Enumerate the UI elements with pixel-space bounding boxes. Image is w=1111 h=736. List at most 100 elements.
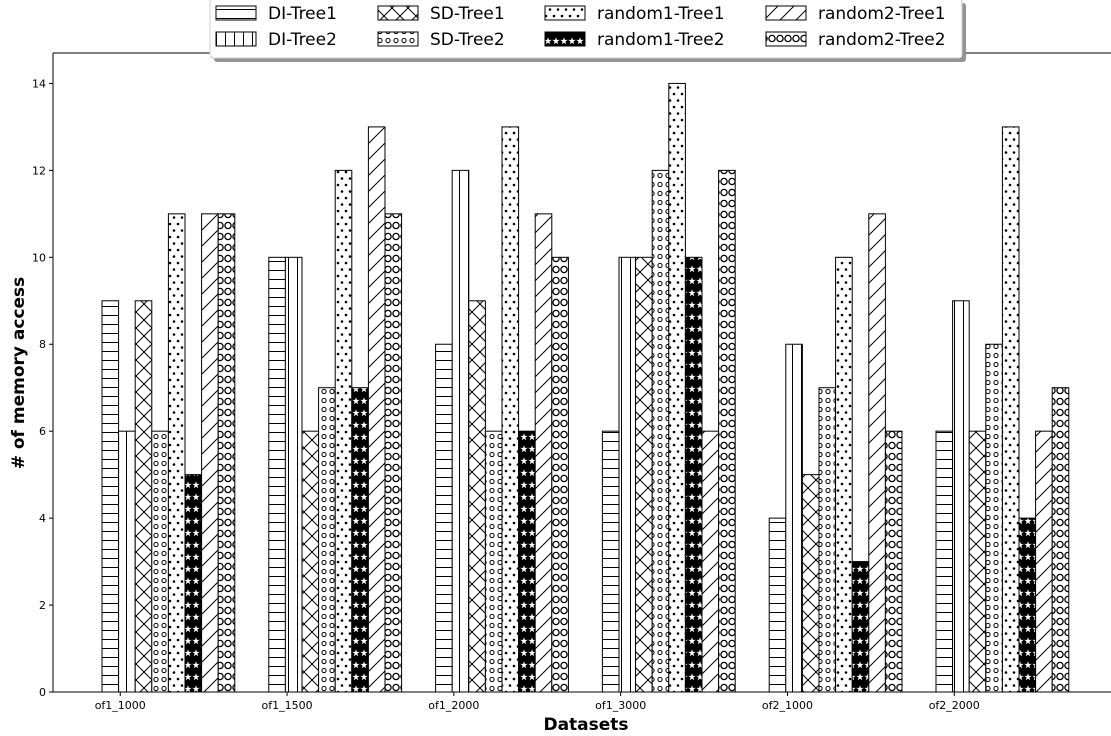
bar-DI-Tree1-of1_3000: [601, 430, 620, 693]
bar-DI-Tree2-of1_1000: [118, 430, 136, 693]
bar-random1-Tree2-of2_2000: [1018, 517, 1037, 693]
bar-random2-Tree2-of1_1500: [384, 213, 403, 693]
legend-label: random1-Tree2: [597, 30, 725, 50]
bar-SD-Tree2-of2_1000: [818, 387, 837, 693]
bar-SD-Tree1-of1_1500: [301, 430, 320, 693]
x-axis-title: Datasets: [543, 715, 628, 735]
bar-group-of1_3000: [601, 82, 736, 693]
bars-layer: [101, 82, 1070, 693]
legend: DI-Tree1 DI-Tree2 SD-Tree1 SD-Tree2 random1-…: [209, 0, 966, 62]
bar-SD-Tree2-of1_1000: [151, 430, 169, 693]
y-tick-label: 12: [32, 164, 46, 177]
bar-random1-Tree1-of1_3000: [668, 82, 686, 693]
legend-swatch: [544, 5, 586, 21]
y-tick-label: 0: [39, 686, 46, 699]
bar-random1-Tree1-of1_1500: [334, 169, 353, 693]
bar-random2-Tree1-of1_2000: [534, 213, 553, 693]
legend-item-random2-Tree1: random2-Tree1: [765, 4, 946, 24]
bar-group-of1_1000: [101, 213, 236, 693]
bar-random1-Tree2-of1_2000: [518, 430, 536, 693]
bar-random2-Tree1-of1_3000: [701, 430, 720, 693]
bar-SD-Tree1-of1_1000: [134, 300, 153, 693]
bar-random1-Tree1-of1_1000: [167, 213, 186, 693]
legend-swatch: [765, 5, 807, 21]
x-tick-label: of2_1000: [762, 699, 813, 712]
bar-random1-Tree2-of1_1000: [184, 474, 203, 693]
bar-SD-Tree1-of2_1000: [801, 474, 820, 693]
y-tick-label: 2: [39, 599, 46, 612]
bar-DI-Tree2-of2_2000: [952, 300, 970, 693]
bar-DI-Tree1-of2_1000: [768, 517, 787, 693]
bar-DI-Tree2-of2_1000: [785, 343, 803, 693]
x-tick-label: of1_2000: [428, 699, 479, 712]
bar-SD-Tree2-of1_1500: [318, 387, 336, 693]
legend-item-DI-Tree1: DI-Tree1: [215, 4, 337, 24]
bar-group-of2_2000: [935, 126, 1070, 693]
bar-random2-Tree1-of2_2000: [1035, 430, 1053, 693]
legend-item-DI-Tree2: DI-Tree2: [215, 30, 337, 50]
x-tick-label: of1_1500: [262, 699, 313, 712]
legend-label: DI-Tree1: [268, 4, 337, 24]
legend-label: random2-Tree1: [818, 4, 946, 24]
y-tick-label: 10: [32, 251, 46, 264]
bar-random2-Tree2-of1_2000: [551, 256, 569, 693]
bar-random1-Tree2-of2_1000: [851, 561, 870, 693]
legend-swatch: [377, 5, 419, 21]
bar-random2-Tree2-of1_1000: [217, 213, 236, 693]
bar-random2-Tree1-of2_1000: [868, 213, 886, 693]
bar-SD-Tree2-of1_2000: [484, 430, 503, 693]
legend-label: SD-Tree2: [430, 30, 505, 50]
bar-DI-Tree2-of1_2000: [451, 169, 470, 693]
y-axis-title: # of memory access: [9, 277, 29, 470]
x-tick-label: of1_3000: [595, 699, 646, 712]
bar-DI-Tree1-of2_2000: [935, 430, 954, 693]
bar-DI-Tree2-of1_3000: [618, 256, 637, 693]
y-ticks: 0 2 4 6 8 10 12 14: [32, 77, 53, 699]
legend-label: random2-Tree2: [818, 30, 946, 50]
legend-item-random2-Tree2: random2-Tree2: [765, 30, 946, 50]
bar-DI-Tree1-of1_1000: [101, 300, 120, 693]
legend-item-random1-Tree1: random1-Tree1: [544, 4, 725, 24]
legend-label: random1-Tree1: [597, 4, 725, 24]
bar-random2-Tree1-of1_1500: [367, 126, 386, 693]
legend-swatch: [544, 31, 586, 47]
legend-swatch: [215, 31, 257, 47]
bar-random2-Tree1-of1_1000: [201, 213, 219, 693]
y-tick-label: 6: [39, 425, 46, 438]
legend-item-random1-Tree2: random1-Tree2: [544, 30, 725, 50]
bar-random2-Tree2-of2_2000: [1051, 387, 1070, 693]
legend-item-SD-Tree1: SD-Tree1: [377, 4, 505, 24]
y-tick-label: 14: [32, 77, 46, 90]
legend-item-SD-Tree2: SD-Tree2: [377, 30, 505, 50]
bar-group-of1_1500: [268, 126, 403, 693]
legend-swatch: [215, 5, 257, 21]
bar-random1-Tree1-of2_2000: [1001, 126, 1020, 693]
legend-swatch: [765, 31, 807, 47]
bar-random1-Tree2-of1_1500: [351, 387, 369, 693]
legend-swatch: [377, 31, 419, 47]
y-tick-label: 4: [39, 512, 46, 525]
bar-DI-Tree1-of1_2000: [435, 343, 453, 693]
bar-SD-Tree1-of1_2000: [468, 300, 486, 693]
bar-random2-Tree2-of2_1000: [884, 430, 903, 693]
x-ticks: of1_1000 of1_1500 of1_2000 of1_3000 of2_1000…: [95, 692, 980, 712]
bar-random1-Tree2-of1_3000: [684, 256, 703, 693]
x-tick-label: of2_2000: [929, 699, 980, 712]
bar-SD-Tree1-of1_3000: [635, 256, 653, 693]
bar-SD-Tree2-of1_3000: [651, 169, 670, 693]
bar-random1-Tree1-of1_2000: [501, 126, 520, 693]
y-tick-label: 8: [39, 338, 46, 351]
bar-group-of1_2000: [435, 126, 569, 693]
bar-SD-Tree2-of2_2000: [985, 343, 1003, 693]
bar-group-of2_1000: [768, 213, 903, 693]
legend-label: SD-Tree1: [430, 4, 505, 24]
bar-random2-Tree2-of1_3000: [718, 169, 736, 693]
x-tick-label: of1_1000: [95, 699, 146, 712]
bar-DI-Tree2-of1_1500: [284, 256, 303, 693]
bar-random1-Tree1-of2_1000: [835, 256, 853, 693]
bar-DI-Tree1-of1_1500: [268, 256, 286, 693]
legend-label: DI-Tree2: [268, 30, 337, 50]
bar-SD-Tree1-of2_2000: [968, 430, 987, 693]
